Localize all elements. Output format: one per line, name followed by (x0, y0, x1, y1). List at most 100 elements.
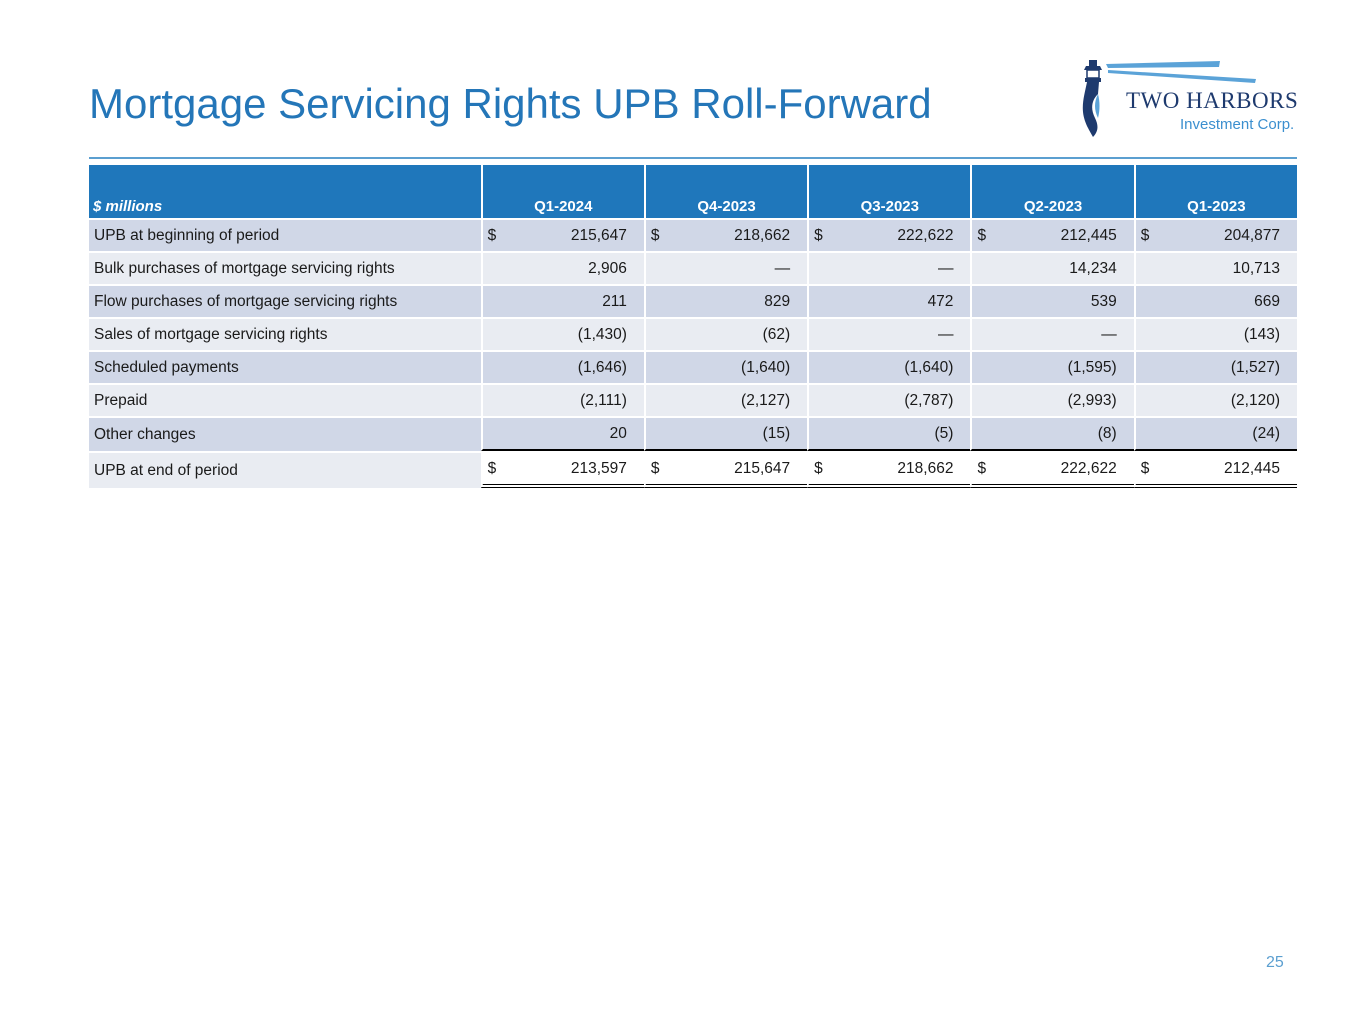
currency-symbol: $ (814, 459, 823, 477)
row-label: Other changes (89, 416, 481, 451)
table-cell: $215,647 (480, 218, 644, 251)
table-cell: (62) (643, 317, 808, 350)
cell-value: — (937, 325, 954, 343)
cell-value: (1,527) (1230, 358, 1280, 376)
currency-symbol: $ (977, 459, 987, 477)
table-header-row: $ millions Q1-2024 Q4-2023 Q3-2023 Q2-20… (89, 165, 1297, 218)
table-cell: (15) (643, 416, 808, 451)
cell-value: 10,713 (1232, 259, 1280, 277)
table-cell: (143) (1133, 317, 1297, 350)
row-label: Scheduled payments (89, 350, 481, 383)
logo-name: TWO HARBORS (1126, 88, 1299, 113)
cell-value: 212,445 (1223, 459, 1280, 477)
table-cell: (2,993) (970, 383, 1134, 416)
cell-value: 218,662 (734, 226, 791, 244)
currency-symbol: $ (650, 226, 660, 244)
currency-symbol: $ (1140, 226, 1150, 244)
table-cell: — (970, 317, 1134, 350)
table-cell: (2,120) (1133, 383, 1297, 416)
table-cell: 211 (480, 284, 644, 317)
table-cell: — (807, 317, 971, 350)
cell-value: — (774, 259, 791, 277)
cell-value: 539 (1090, 292, 1117, 310)
cell-value: 215,647 (734, 459, 791, 477)
table-cell: $218,662 (643, 218, 808, 251)
table-row: Scheduled payments (1,646) (1,640) (1,640) (… (89, 350, 1297, 383)
row-label: Prepaid (89, 383, 481, 416)
table-cell: (1,646) (480, 350, 644, 383)
table-cell: 20 (480, 416, 644, 451)
cell-value: (1,640) (904, 358, 954, 376)
row-label: Flow purchases of mortgage servicing rig… (89, 284, 481, 317)
cell-value: 20 (609, 424, 627, 442)
table-cell: (1,640) (807, 350, 971, 383)
title-divider (89, 157, 1297, 159)
table-cell: $215,647 (643, 451, 808, 488)
cell-value: (1,646) (577, 358, 627, 376)
table-cell: — (643, 251, 808, 284)
unit-label-header: $ millions (89, 165, 481, 218)
currency-symbol: $ (814, 226, 823, 244)
table-cell: 669 (1133, 284, 1297, 317)
cell-value: (2,120) (1230, 391, 1280, 409)
cell-value: — (1101, 325, 1117, 343)
table-cell: (2,111) (480, 383, 644, 416)
table-row: Other changes 20 (15) (5) (8) (24) (89, 416, 1297, 451)
cell-value: (15) (762, 424, 791, 442)
table-cell: — (807, 251, 971, 284)
cell-value: 222,622 (1060, 459, 1117, 477)
currency-symbol: $ (977, 226, 987, 244)
row-label: UPB at end of period (89, 451, 481, 488)
cell-value: (1,640) (741, 358, 791, 376)
cell-value: 222,622 (897, 226, 954, 244)
cell-value: 829 (764, 292, 791, 310)
table-cell: (24) (1133, 416, 1297, 451)
table-cell: (8) (970, 416, 1134, 451)
table-cell: 2,906 (480, 251, 644, 284)
cell-value: 14,234 (1069, 259, 1117, 277)
table-cell: 472 (807, 284, 971, 317)
upb-rollforward-table: $ millions Q1-2024 Q4-2023 Q3-2023 Q2-20… (89, 165, 1297, 488)
table-cell: 829 (643, 284, 808, 317)
row-label: Bulk purchases of mortgage servicing rig… (89, 251, 481, 284)
row-label: Sales of mortgage servicing rights (89, 317, 481, 350)
cell-value: 472 (927, 292, 954, 310)
cell-value: (143) (1243, 325, 1280, 343)
cell-value: 669 (1254, 292, 1280, 310)
column-header: Q4-2023 (643, 165, 808, 218)
cell-value: 204,877 (1223, 226, 1280, 244)
table-cell: $222,622 (970, 451, 1134, 488)
table-cell: (5) (807, 416, 971, 451)
cell-value: (24) (1252, 424, 1280, 442)
cell-value: (2,993) (1067, 391, 1117, 409)
table-cell: $212,445 (1133, 451, 1297, 488)
cell-value: (62) (762, 325, 791, 343)
table-cell: 10,713 (1133, 251, 1297, 284)
table-row: Flow purchases of mortgage servicing rig… (89, 284, 1297, 317)
table-cell: (1,430) (480, 317, 644, 350)
table-cell: (2,787) (807, 383, 971, 416)
cell-value: 212,445 (1060, 226, 1117, 244)
column-header: Q1-2023 (1133, 165, 1297, 218)
page-number: 25 (1266, 954, 1284, 971)
table-cell: (1,595) (970, 350, 1134, 383)
cell-value: (2,127) (741, 391, 791, 409)
table-cell: $213,597 (480, 451, 644, 488)
cell-value: (2,787) (904, 391, 954, 409)
company-logo: TWO HARBORS Investment Corp. (1078, 52, 1303, 142)
currency-symbol: $ (650, 459, 660, 477)
table-cell: (1,640) (643, 350, 808, 383)
table-row: Sales of mortgage servicing rights (1,430… (89, 317, 1297, 350)
table-cell: $212,445 (970, 218, 1134, 251)
table-row: UPB at beginning of period $215,647 $218,6… (89, 218, 1297, 251)
logo-subtitle: Investment Corp. (1180, 116, 1295, 133)
currency-symbol: $ (487, 226, 497, 244)
table-cell: $222,622 (807, 218, 971, 251)
cell-value: 215,647 (570, 226, 627, 244)
table-row: Bulk purchases of mortgage servicing rig… (89, 251, 1297, 284)
cell-value: (8) (1097, 424, 1117, 442)
currency-symbol: $ (1140, 459, 1150, 477)
slide-title: Mortgage Servicing Rights UPB Roll-Forwa… (89, 80, 932, 127)
column-header: Q1-2024 (480, 165, 644, 218)
cell-value: 2,906 (588, 259, 627, 277)
